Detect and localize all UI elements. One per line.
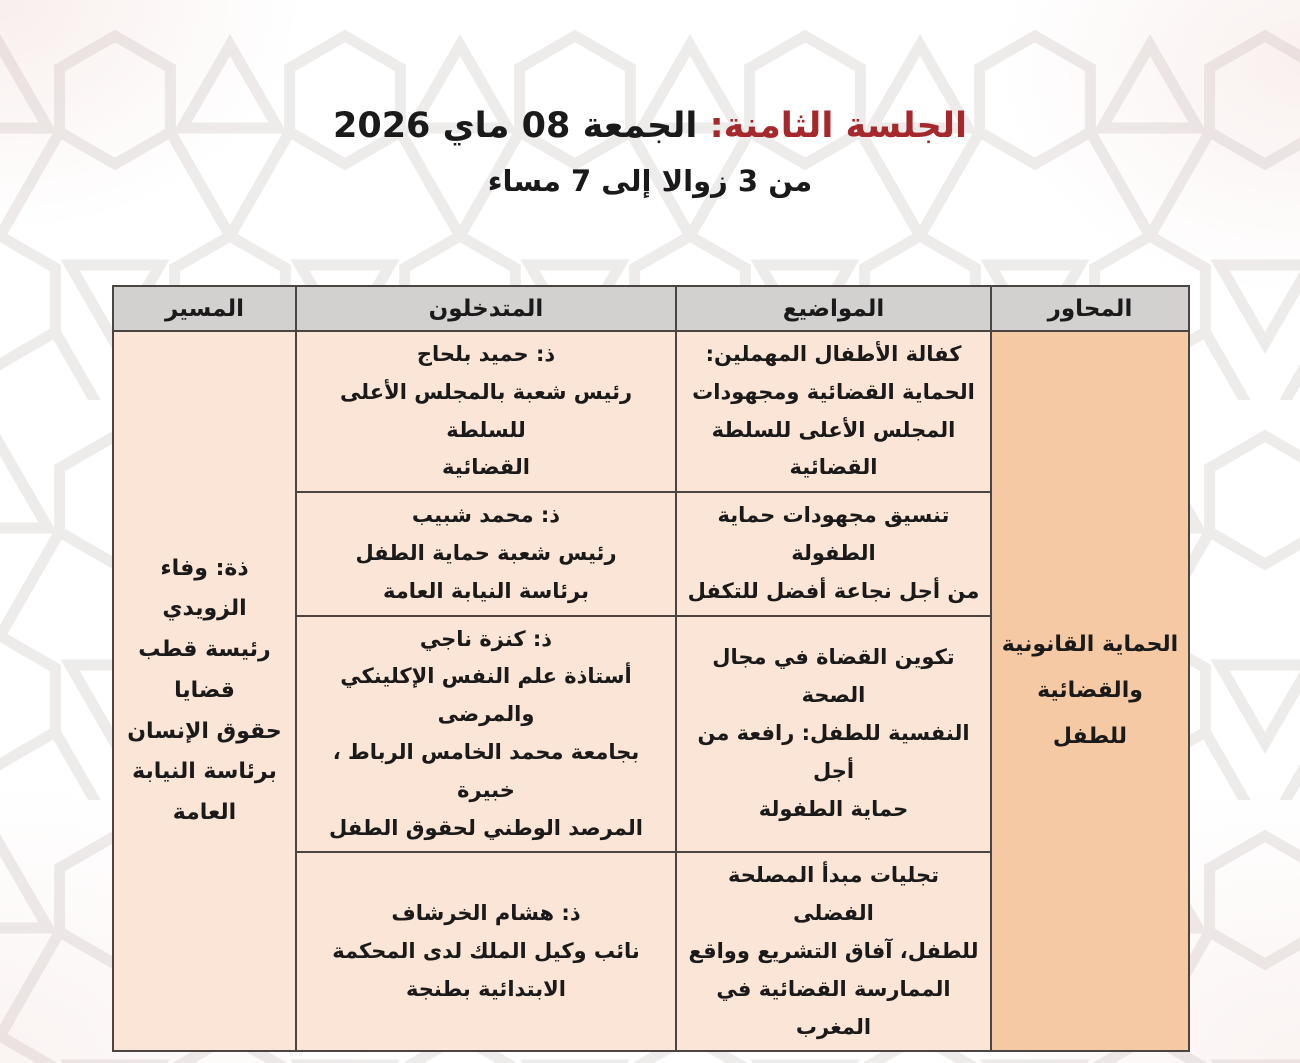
session-schedule-table: المحاور المواضيع المتدخلون المسير الحماي… (112, 285, 1190, 1053)
session-date-label: الجمعة 08 ماي 2026 (332, 106, 698, 146)
speaker-cell: ذ: محمد شبيب رئيس شعبة حماية الطفل برئاس… (295, 491, 677, 617)
topic-cell: تكوين القضاة في مجال الصحة النفسية للطفل… (675, 614, 992, 854)
topic-cell: تجليات مبدأ المصلحة الفضلى للطفل، آفاق ا… (675, 851, 992, 1053)
table-row: الحماية القانونية والقضائية للطفل كفالة … (112, 329, 1190, 1053)
speaker-cell: ذ: كنزة ناجي أستاذة علم النفس الإكلينكي … (295, 614, 677, 854)
speaker-cell: ذ: حميد بلحاج رئيس شعبة بالمجلس الأعلى ل… (295, 329, 677, 494)
table-row: تنسيق مجهودات حماية الطفولة من أجل نجاعة… (113, 491, 1189, 617)
session-number-label: الجلسة الثامنة: (709, 106, 968, 146)
speaker-cell: ذ: هشام الخرشاف نائب وكيل الملك لدى المح… (295, 851, 677, 1053)
session-time-label: من 3 زوالا إلى 7 مساء (487, 163, 813, 198)
column-header-speakers: المتدخلون (295, 285, 677, 332)
table-header-row: المحاور المواضيع المتدخلون المسير (112, 285, 1190, 332)
table-row: تجليات مبدأ المصلحة الفضلى للطفل، آفاق ا… (113, 851, 1189, 1053)
moderator-cell: ذة: وفاء الزويدي رئيسة قطب قضايا حقوق ال… (112, 329, 297, 1053)
column-header-moderator: المسير (112, 285, 297, 332)
topic-cell: تنسيق مجهودات حماية الطفولة من أجل نجاعة… (675, 491, 992, 617)
table-row: تكوين القضاة في مجال الصحة النفسية للطفل… (113, 614, 1189, 854)
column-header-topics: المواضيع (675, 285, 992, 332)
topic-cell: كفالة الأطفال المهملين: الحماية القضائية… (675, 329, 992, 494)
session-title-line: الجلسة الثامنة: الجمعة 08 ماي 2026 (0, 104, 1300, 150)
axis-cell: الحماية القانونية والقضائية للطفل (990, 329, 1190, 1053)
session-heading: الجلسة الثامنة: الجمعة 08 ماي 2026 من 3 … (0, 104, 1300, 198)
column-header-axes: المحاور (990, 285, 1190, 332)
